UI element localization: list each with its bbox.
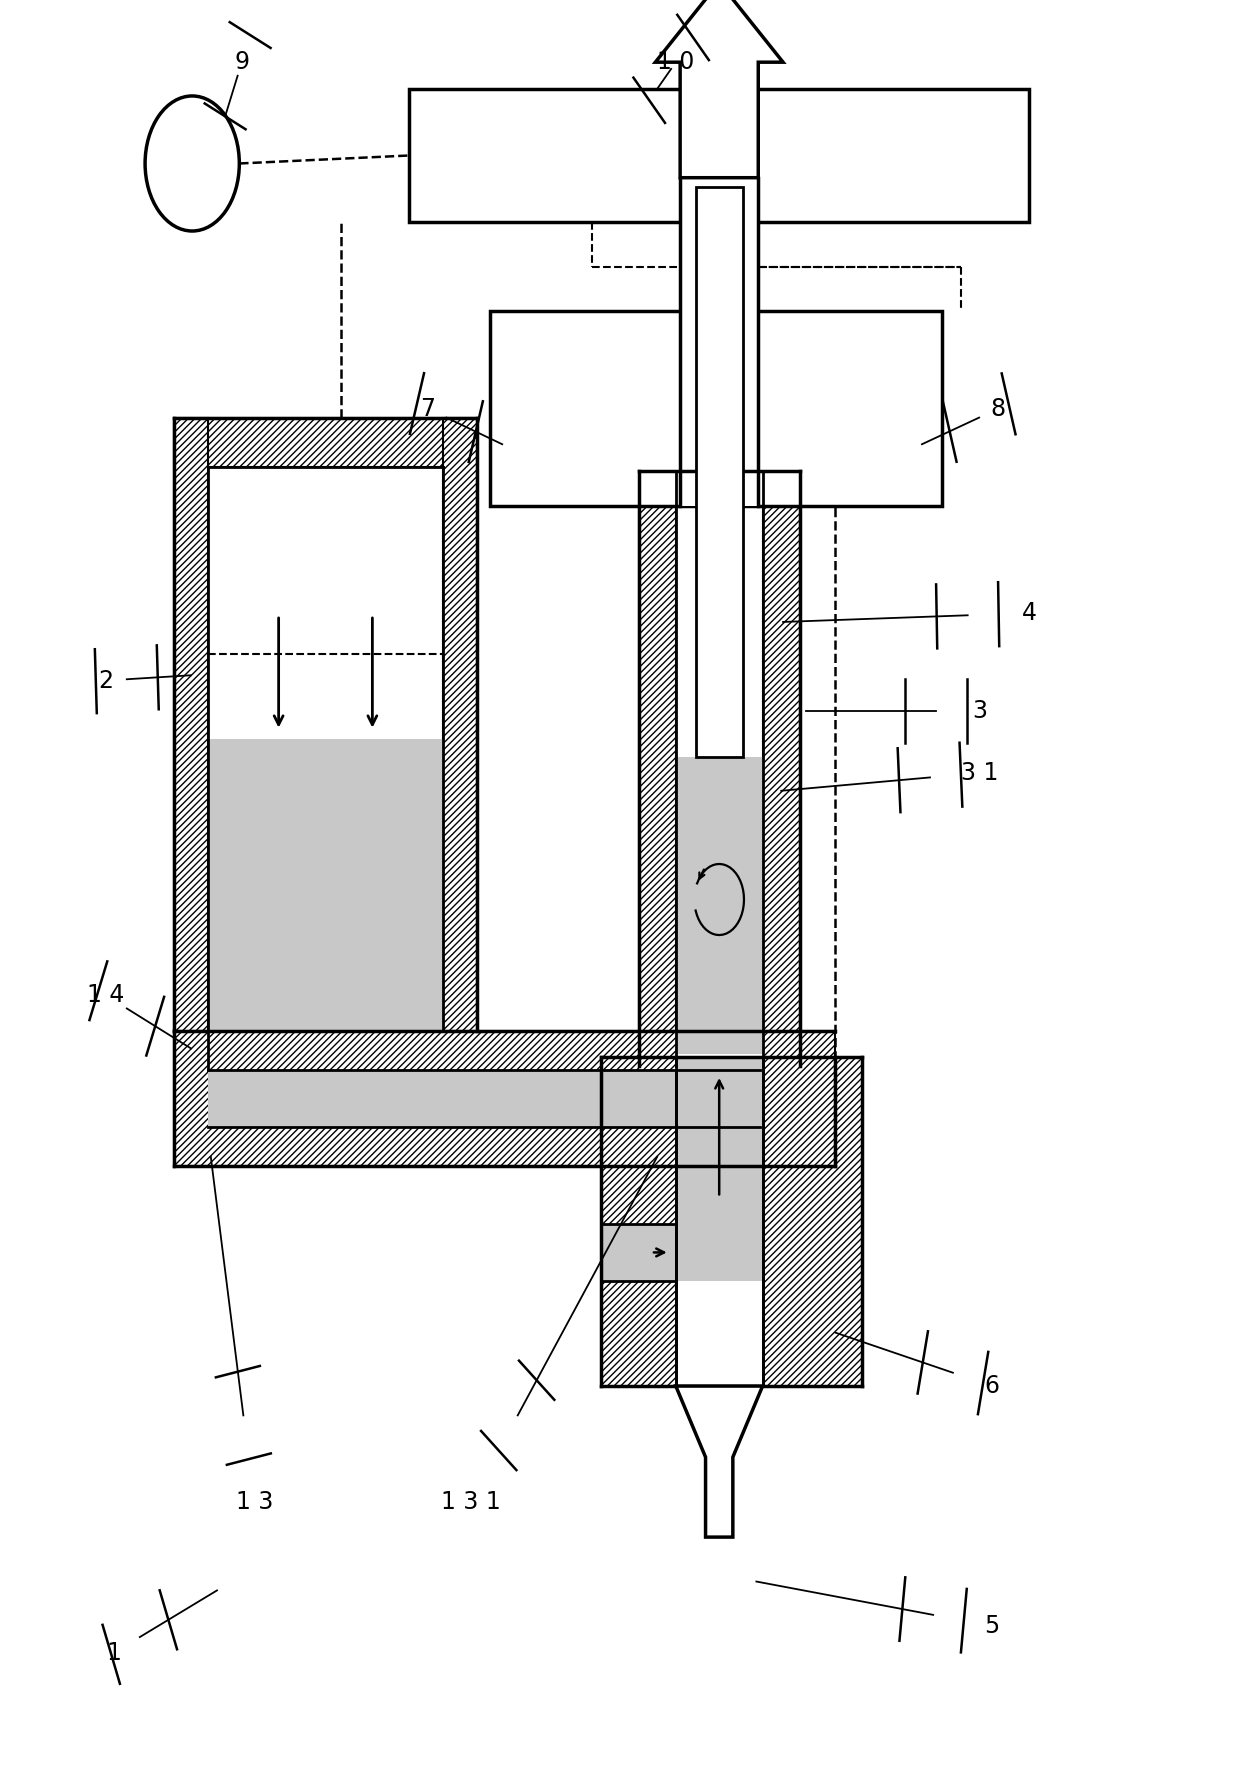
Text: 7: 7 [420, 396, 435, 421]
Text: 9: 9 [234, 50, 249, 75]
Bar [409, 89, 1029, 222]
Text: 4: 4 [1022, 601, 1037, 626]
Text: 6: 6 [985, 1374, 999, 1398]
Bar [639, 471, 676, 1066]
Bar [601, 1057, 862, 1386]
Bar [208, 1070, 760, 1127]
Bar [601, 1224, 676, 1281]
Text: 8: 8 [991, 396, 1006, 421]
Text: 1 4: 1 4 [87, 983, 124, 1008]
Polygon shape [676, 1386, 763, 1537]
Bar [208, 739, 443, 1031]
Bar [763, 471, 800, 1066]
Text: 3: 3 [972, 698, 987, 723]
Bar [676, 1057, 763, 1281]
Bar [174, 1031, 836, 1166]
Text: 5: 5 [985, 1614, 999, 1638]
Text: 1 0: 1 0 [657, 50, 694, 75]
Bar [738, 311, 942, 506]
Text: 2: 2 [98, 668, 113, 693]
Bar [676, 1054, 763, 1386]
Polygon shape [656, 0, 784, 178]
Bar [676, 1070, 763, 1281]
Text: 1: 1 [107, 1640, 122, 1665]
Text: 1 3 1: 1 3 1 [441, 1489, 501, 1514]
Bar [174, 418, 477, 467]
Bar [490, 311, 694, 506]
Bar [676, 757, 763, 1066]
Text: 3 1: 3 1 [961, 761, 998, 785]
Bar [696, 187, 743, 757]
Bar [443, 418, 477, 1031]
Bar [174, 418, 208, 1031]
Bar [681, 178, 759, 506]
Text: 1 3: 1 3 [236, 1489, 273, 1514]
